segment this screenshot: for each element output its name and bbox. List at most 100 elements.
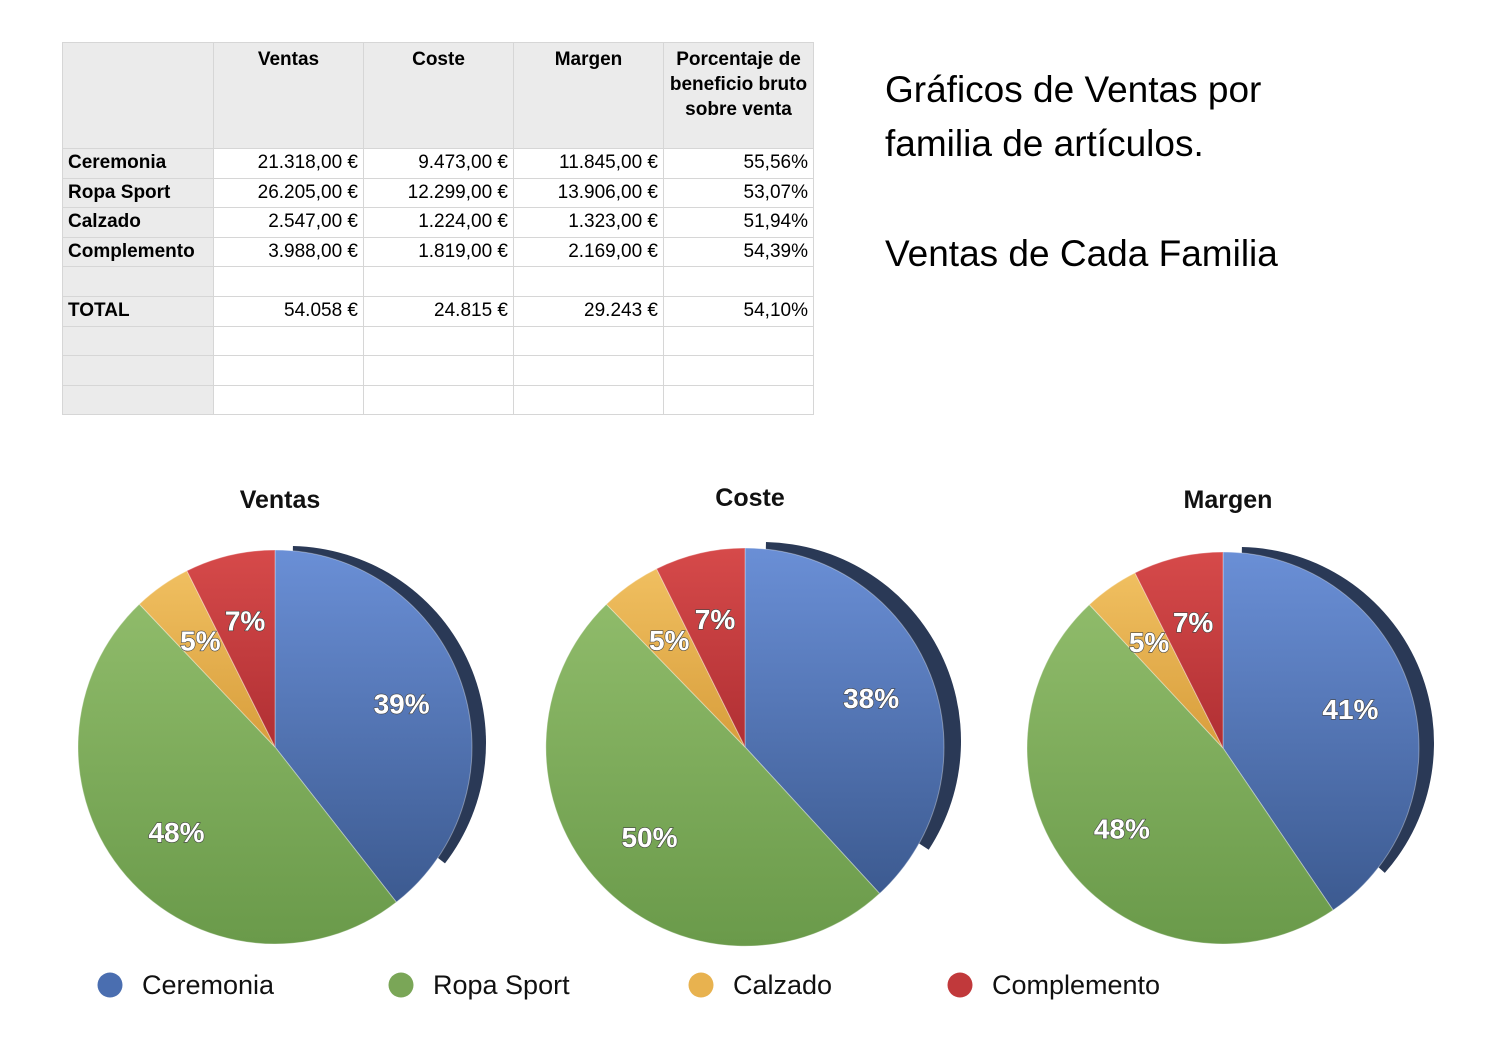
table-cell: 26.205,00 € (213, 177, 364, 209)
slice-label: 50% (621, 822, 677, 853)
slice-label: 41% (1322, 694, 1378, 725)
pie-depth (289, 546, 487, 864)
legend-swatch (388, 972, 414, 998)
legend-item: Ceremonia (97, 970, 275, 1000)
table-cell (213, 266, 364, 297)
pie-chart-margen: Margen 41% 48% 5%7% (1026, 486, 1435, 945)
table-cell: 3.988,00 € (213, 236, 364, 268)
pie-slice-ropa-sport (77, 603, 398, 945)
slice-label: 5% (1129, 627, 1170, 658)
table-cell: 53,07% (663, 177, 814, 209)
legend-swatch (97, 972, 123, 998)
pie-slice-calzado (138, 570, 276, 748)
slice-label: 48% (1094, 814, 1150, 845)
table-cell: 51,94% (663, 207, 814, 238)
legend-label: Ropa Sport (433, 970, 570, 1000)
table-row (62, 384, 814, 416)
slice-label: 39% (374, 688, 430, 719)
table-cell: 1.323,00 € (513, 207, 664, 238)
table-row: Ropa Sport 26.205,00 €12.299,00 €13.906,0… (62, 177, 814, 209)
row-label: TOTAL (62, 295, 214, 327)
table-header-corner (62, 42, 214, 149)
table-cell (663, 325, 814, 357)
row-label (62, 266, 214, 297)
slice-label: 5% (649, 625, 690, 656)
table-header-margen: Margen (513, 42, 664, 149)
pie-slice-ceremonia (274, 549, 473, 903)
legend-label: Complemento (992, 970, 1160, 1000)
table-cell: 1.819,00 € (363, 236, 514, 268)
slice-label: 5% (180, 626, 221, 657)
row-label (62, 384, 214, 416)
pie-slice-ropa-sport (1026, 603, 1334, 945)
table-cell (513, 325, 664, 357)
table-cell (363, 384, 514, 416)
pie-slice-complemento (1134, 551, 1224, 749)
table-cell (513, 384, 664, 416)
row-label: Ropa Sport (62, 177, 214, 209)
table-cell (663, 355, 814, 386)
table-row: Complemento 3.988,00 €1.819,00 €2.169,00 … (62, 236, 814, 268)
table-cell: 54,10% (663, 295, 814, 327)
table-cell: 9.473,00 € (363, 148, 514, 179)
table-cell: 21.318,00 € (213, 148, 364, 179)
pie-slice-complemento (655, 547, 746, 748)
table-cell: 2.547,00 € (213, 207, 364, 238)
heading-subtitle: Ventas de Cada Familia (885, 233, 1278, 274)
pie-chart-ventas: Ventas 39% 48% 5%7% (77, 486, 487, 945)
slice-label: 48% (148, 817, 204, 848)
table-cell (663, 266, 814, 297)
pie-slice-ropa-sport (545, 603, 881, 947)
legend-label: Ceremonia (142, 970, 275, 1000)
legend-label: Calzado (733, 970, 832, 1000)
pie-depth (762, 542, 962, 850)
slice-label: 7% (1173, 607, 1214, 638)
pie-depth (1238, 547, 1435, 873)
row-label: Calzado (62, 207, 214, 238)
table-header-row: Ventas Coste Margen Porcentaje de benefi… (62, 42, 814, 149)
table-cell (363, 325, 514, 357)
table-cell (213, 325, 364, 357)
table-cell (213, 384, 364, 416)
pie-slice-ceremonia (744, 547, 945, 895)
legend-item: Calzado (688, 970, 832, 1000)
table-cell: 13.906,00 € (513, 177, 664, 209)
table-cell: 55,56% (663, 148, 814, 179)
pie-title: Ventas (240, 486, 321, 514)
table-cell (513, 266, 664, 297)
pie-slice-calzado (605, 568, 746, 748)
table-cell (663, 384, 814, 416)
table-cell: 29.243 € (513, 295, 664, 327)
table-header-porcentaje: Porcentaje de beneficio bruto sobre vent… (663, 42, 814, 149)
table-header-coste: Coste (363, 42, 514, 149)
table-cell: 12.299,00 € (363, 177, 514, 209)
table-header-ventas: Ventas (213, 42, 364, 149)
table-row: Ceremonia 21.318,00 €9.473,00 €11.845,00 … (62, 148, 814, 179)
table-cell: 54.058 € (213, 295, 364, 327)
table-cell (363, 355, 514, 386)
table-row (62, 325, 814, 357)
pie-chart-coste: Coste 38% 50% 5%7% (545, 484, 962, 947)
table-row (62, 266, 814, 297)
table-cell: 2.169,00 € (513, 236, 664, 268)
pie-title: Coste (715, 484, 785, 512)
slice-label: 7% (225, 606, 266, 637)
table-cell (213, 355, 364, 386)
pie-slice-calzado (1088, 572, 1224, 749)
legend-swatch (688, 972, 714, 998)
legend-swatch (947, 972, 973, 998)
slice-label: 7% (695, 604, 736, 635)
legend-item: Complemento (947, 970, 1160, 1000)
table-cell: 54,39% (663, 236, 814, 268)
row-label (62, 325, 214, 357)
pie-title: Margen (1184, 486, 1273, 514)
legend-item: Ropa Sport (388, 970, 570, 1000)
table-cell: 11.845,00 € (513, 148, 664, 179)
table-row: Calzado 2.547,00 €1.224,00 €1.323,00 €51,… (62, 207, 814, 238)
sales-table: Ventas Coste Margen Porcentaje de benefi… (62, 42, 814, 416)
table-row: TOTAL 54.058 €24.815 €29.243 €54,10% (62, 295, 814, 327)
heading-title: Gráficos de Ventas por familia de artícu… (885, 69, 1262, 164)
table-cell (363, 266, 514, 297)
table-cell: 24.815 € (363, 295, 514, 327)
table-cell (513, 355, 664, 386)
